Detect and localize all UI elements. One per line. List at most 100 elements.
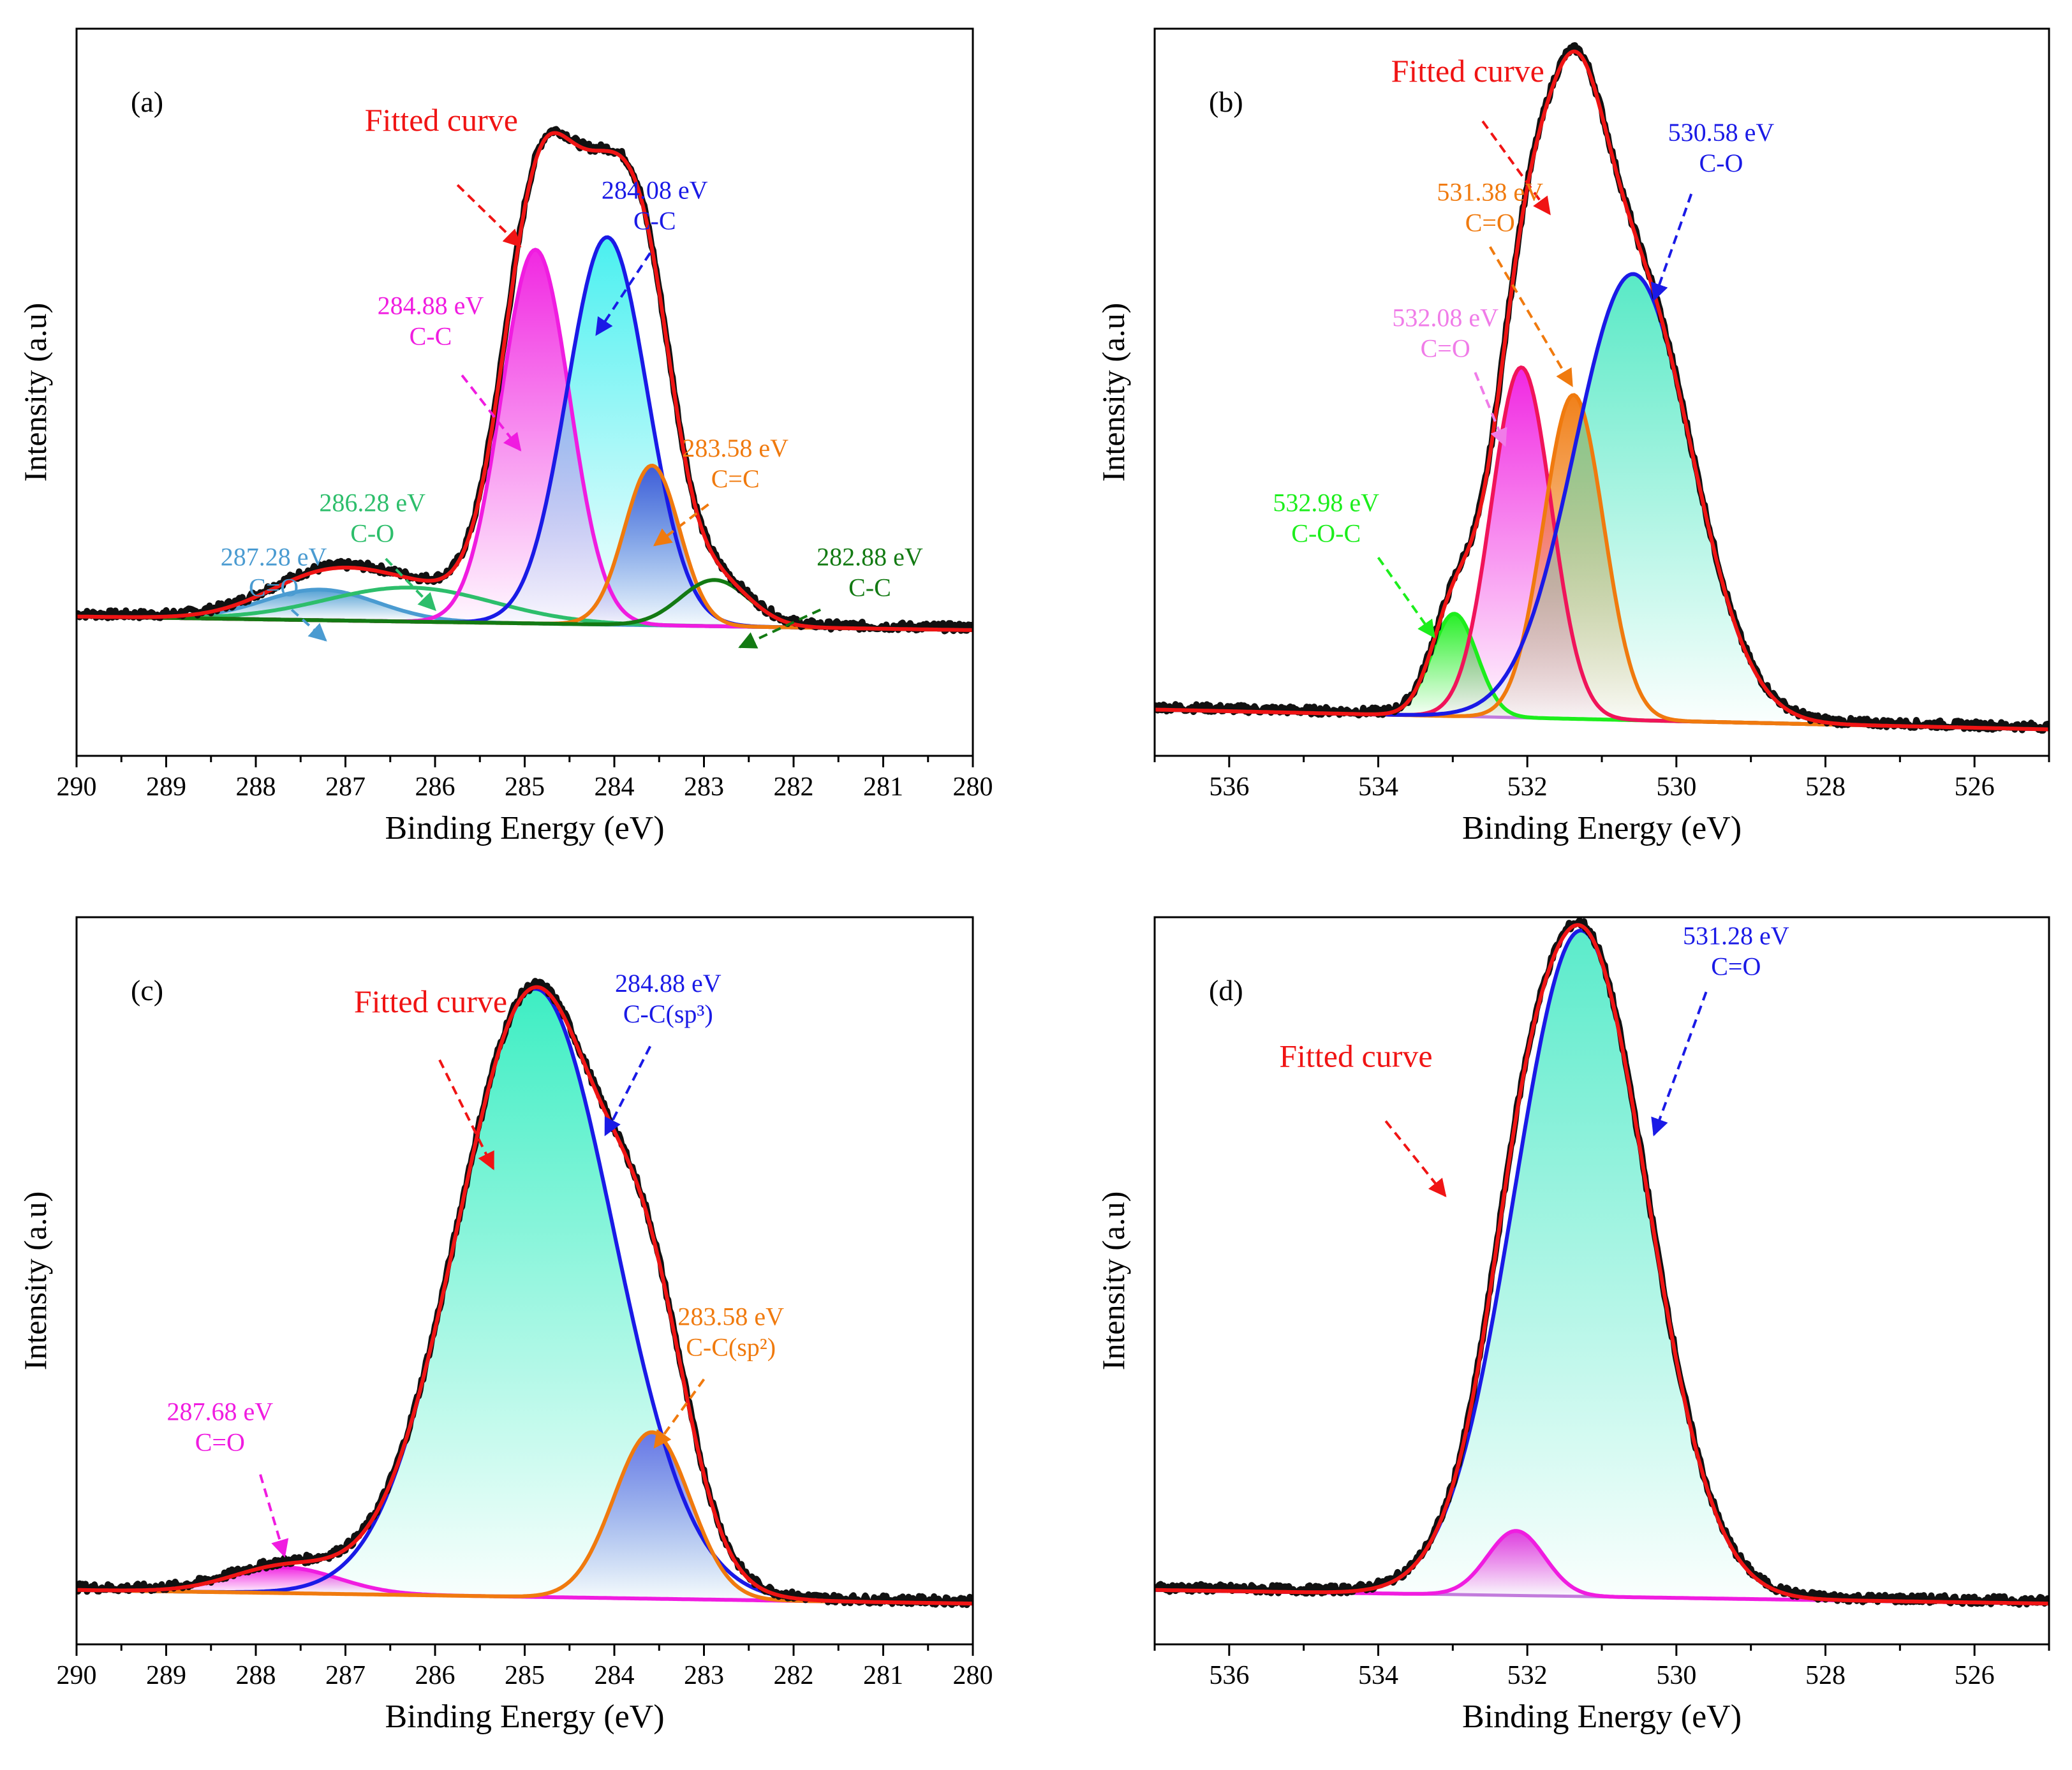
annotation-arrow-b-4	[1474, 372, 1507, 447]
peak-fill-d-2	[1155, 930, 2049, 1604]
x-tick-label-a: 290	[57, 772, 97, 802]
annotation-arrow-a-6	[290, 608, 327, 642]
annotation-arrow-a-4	[653, 503, 709, 547]
plot-area-d	[1155, 917, 2049, 1608]
x-tick-label-d: 534	[1358, 1661, 1398, 1690]
fitted-curve-b	[1155, 49, 2049, 732]
peak-fill-a-1	[77, 589, 973, 630]
annotation-bond-b-2: C-O	[1699, 149, 1743, 177]
x-tick-label-c: 286	[415, 1661, 455, 1690]
x-tick-label-d: 526	[1955, 1661, 1995, 1690]
x-tick-label-a: 289	[146, 772, 186, 802]
x-tick-label-d: 536	[1209, 1661, 1249, 1690]
annotation-value-d-2: 531.28 eV	[1683, 922, 1789, 950]
annotation-arrow-d-2	[1651, 991, 1708, 1137]
x-tick-label-b: 536	[1209, 772, 1249, 802]
annotation-value-b-5: 532.98 eV	[1273, 489, 1379, 517]
annotation-bond-a-3: C-C	[410, 321, 452, 350]
x-tick-label-c: 290	[57, 1661, 97, 1690]
annotation-arrow-a-7	[738, 608, 821, 649]
x-axis-title-c: Binding Energy (eV)	[385, 1699, 664, 1735]
x-tick-label-b: 526	[1955, 772, 1995, 802]
x-tick-label-d: 530	[1656, 1661, 1696, 1690]
annotation-arrow-d-1	[1384, 1120, 1447, 1198]
plot-area-c	[77, 978, 973, 1609]
annotation-arrow-c-4	[259, 1474, 289, 1558]
annotation-arrow-b-3	[1489, 246, 1573, 388]
x-tick-label-c: 282	[774, 1661, 814, 1690]
annotation-arrow-a-2	[595, 252, 651, 336]
x-tick-label-a: 282	[774, 772, 814, 802]
annotation-value-c-4: 287.68 eV	[166, 1397, 273, 1426]
annotation-value-c-2: 284.88 eV	[615, 969, 722, 998]
annotation-value-a-7: 282.88 eV	[817, 543, 923, 572]
annotation-value-c-1: Fitted curve	[354, 984, 507, 1019]
annotation-value-b-3: 531.38 eV	[1437, 177, 1543, 206]
chart-panel-a: 290 289 288 287 286 285 284 283 282 281 280 Binding…	[17, 27, 993, 846]
x-tick-label-c: 284	[595, 1661, 635, 1690]
chart-panel-c: 290 289 288 287 286 285 284 283 282 281 280 Binding…	[17, 916, 993, 1735]
x-tick-label-b: 534	[1358, 772, 1398, 802]
peak-fill-a-3	[77, 249, 973, 630]
annotation-arrow-c-1	[438, 1059, 495, 1170]
x-tick-label-b: 532	[1507, 772, 1548, 802]
annotation-value-c-3: 283.58 eV	[677, 1302, 784, 1331]
annotation-bond-a-6: C=O	[249, 573, 299, 602]
annotation-bond-a-4: C=C	[711, 464, 760, 493]
annotation-arrow-a-5	[385, 557, 436, 611]
peak-fill-c-2	[77, 989, 973, 1604]
chart-panel-d: 536 534 532 530 528 526 Binding Energy (eV) Int…	[1095, 916, 2050, 1735]
annotation-bond-a-2: C-C	[633, 206, 676, 235]
x-tick-label-a: 288	[236, 772, 276, 802]
annotation-arrow-b-5	[1377, 556, 1435, 638]
panel-label-d: (d)	[1209, 974, 1243, 1007]
x-tick-label-b: 530	[1656, 772, 1696, 802]
annotation-value-d-1: Fitted curve	[1279, 1038, 1432, 1073]
annotation-value-b-2: 530.58 eV	[1668, 118, 1775, 147]
x-tick-label-b: 528	[1805, 772, 1846, 802]
annotation-value-b-1: Fitted curve	[1391, 53, 1544, 89]
panel-label-b: (b)	[1209, 85, 1243, 118]
x-tick-label-a: 283	[684, 772, 724, 802]
y-axis-title-d: Intensity (a.u)	[1095, 1191, 1131, 1370]
x-tick-label-c: 289	[146, 1661, 186, 1690]
annotation-bond-a-7: C-C	[848, 573, 891, 602]
y-axis-title-c: Intensity (a.u)	[17, 1191, 53, 1370]
annotation-arrow-c-2	[604, 1045, 651, 1137]
x-axis-title-a: Binding Energy (eV)	[385, 810, 664, 846]
x-tick-label-a: 280	[953, 772, 993, 802]
panel-label-a: (a)	[131, 85, 163, 118]
annotation-value-a-5: 286.28 eV	[319, 488, 426, 517]
x-tick-label-a: 281	[863, 772, 903, 802]
annotation-bond-b-5: C-O-C	[1291, 519, 1361, 548]
x-tick-label-d: 532	[1507, 1661, 1548, 1690]
annotation-bond-c-2: C-C(sp³)	[623, 999, 713, 1028]
x-axis-title-b: Binding Energy (eV)	[1462, 810, 1742, 846]
fitted-curve-c	[77, 985, 973, 1606]
plot-area-b	[1155, 42, 2049, 734]
x-tick-label-c: 287	[325, 1661, 366, 1690]
annotation-value-a-1: Fitted curve	[365, 102, 518, 138]
y-axis-title-b: Intensity (a.u)	[1095, 303, 1131, 482]
annotation-bond-a-5: C-O	[350, 519, 394, 547]
annotation-arrow-b-2	[1650, 193, 1693, 302]
annotation-value-a-3: 284.88 eV	[378, 291, 484, 320]
fitted-curve-d	[1155, 923, 2049, 1606]
annotation-arrow-a-1	[456, 184, 522, 247]
annotation-arrow-b-1	[1481, 120, 1551, 216]
peak-fill-c-1	[77, 1567, 973, 1604]
x-tick-label-c: 281	[863, 1661, 903, 1690]
x-tick-label-a: 287	[325, 772, 366, 802]
x-tick-label-c: 283	[684, 1661, 724, 1690]
chart-panel-b: 536 534 532 530 528 526 Binding Energy (eV) Int…	[1095, 27, 2050, 846]
x-tick-label-c: 285	[505, 1661, 545, 1690]
x-tick-label-c: 288	[236, 1661, 276, 1690]
annotation-value-a-2: 284.08 eV	[602, 175, 708, 204]
x-tick-label-d: 528	[1805, 1661, 1846, 1690]
x-axis-title-d: Binding Energy (eV)	[1462, 1699, 1742, 1735]
panel-label-c: (c)	[131, 974, 163, 1007]
annotation-bond-b-3: C=O	[1465, 208, 1515, 237]
annotation-bond-c-4: C=O	[195, 1427, 245, 1456]
plot-area-a	[77, 126, 973, 635]
